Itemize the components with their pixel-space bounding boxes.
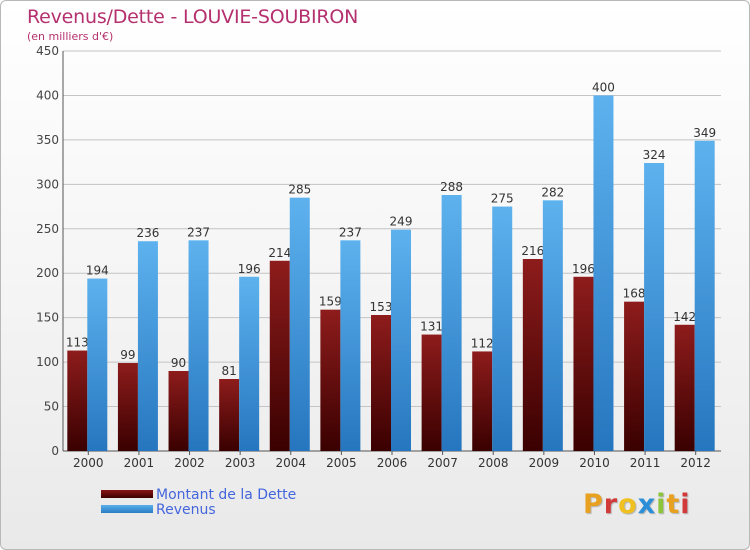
bar-revenus (694, 140, 715, 451)
y-tick-label: 200 (36, 266, 59, 280)
bar-revenus (87, 278, 108, 451)
bar-revenus (289, 197, 310, 451)
y-tick-label: 300 (36, 177, 59, 191)
legend-swatch-revenus (101, 505, 153, 513)
x-tick-label: 2002 (174, 456, 205, 470)
bar-revenus (644, 163, 665, 451)
data-label-revenus: 236 (136, 226, 159, 240)
bar-revenus (239, 276, 260, 451)
bar-revenus (137, 241, 158, 451)
data-label-revenus: 275 (491, 192, 514, 206)
chart-subtitle: (en milliers d'€) (27, 30, 114, 43)
bar-revenus (593, 95, 614, 451)
data-label-revenus: 282 (541, 185, 564, 199)
data-label-dette: 81 (222, 364, 237, 378)
x-tick-label: 2008 (478, 456, 509, 470)
y-tick-label: 250 (36, 222, 59, 236)
data-label-dette: 131 (420, 320, 443, 334)
data-label-dette: 113 (66, 336, 89, 350)
y-tick-label: 350 (36, 133, 59, 147)
bar-dette (522, 259, 543, 451)
bar-dette (320, 309, 341, 451)
data-label-dette: 196 (572, 262, 595, 276)
data-label-revenus: 196 (238, 262, 261, 276)
legend-label-dette: Montant de la Dette (156, 487, 297, 503)
data-label-dette: 142 (673, 310, 696, 324)
data-label-dette: 99 (120, 348, 135, 362)
data-label-dette: 112 (471, 336, 494, 350)
data-label-revenus: 288 (440, 180, 463, 194)
data-label-dette: 214 (268, 246, 291, 260)
bar-dette (674, 324, 695, 451)
y-tick-label: 50 (44, 400, 59, 414)
data-label-revenus: 324 (643, 148, 666, 162)
data-label-dette: 153 (370, 300, 393, 314)
y-tick-label: 450 (36, 44, 59, 58)
x-tick-label: 2010 (579, 456, 610, 470)
x-tick-label: 2003 (225, 456, 256, 470)
y-tick-label: 100 (36, 355, 59, 369)
x-tick-label: 2005 (326, 456, 357, 470)
data-label-dette: 90 (171, 356, 186, 370)
bar-revenus (542, 200, 563, 451)
bar-revenus (391, 229, 411, 451)
chart-title: Revenus/Dette - LOUVIE-SOUBIRON (27, 6, 359, 28)
bar-dette (67, 350, 88, 451)
legend-swatch-dette (101, 490, 153, 498)
x-tick-label: 2007 (427, 456, 458, 470)
bar-dette (472, 351, 493, 451)
y-tick-label: 400 (36, 88, 59, 102)
bar-revenus (492, 206, 513, 451)
x-tick-label: 2001 (124, 456, 155, 470)
bar-revenus (441, 195, 462, 451)
data-label-dette: 216 (521, 244, 544, 258)
data-label-revenus: 237 (339, 225, 362, 239)
proxiti-logo: Proxiti (583, 489, 691, 520)
data-label-dette: 168 (623, 287, 646, 301)
bar-dette (421, 334, 442, 451)
x-tick-label: 2000 (73, 456, 104, 470)
data-label-revenus: 285 (288, 183, 311, 197)
data-label-dette: 159 (319, 295, 342, 309)
x-tick-label: 2004 (275, 456, 306, 470)
bar-dette (624, 301, 645, 451)
x-tick-label: 2012 (680, 456, 711, 470)
data-label-revenus: 400 (592, 80, 615, 94)
bar-dette (117, 363, 138, 451)
data-label-revenus: 237 (187, 225, 210, 239)
data-label-revenus: 249 (390, 215, 413, 229)
data-label-revenus: 349 (693, 126, 716, 140)
bar-revenus (340, 240, 361, 451)
x-tick-label: 2011 (630, 456, 661, 470)
data-label-revenus: 194 (86, 264, 109, 278)
bar-dette (168, 371, 189, 451)
bar-dette (371, 315, 391, 451)
y-tick-label: 150 (36, 311, 59, 325)
bar-revenus (188, 240, 209, 451)
bar-dette (219, 379, 240, 451)
legend-label-revenus: Revenus (156, 502, 216, 518)
y-tick-label: 0 (51, 444, 59, 458)
bar-dette (269, 260, 290, 451)
bar-dette (573, 276, 594, 451)
x-tick-label: 2009 (529, 456, 560, 470)
x-tick-label: 2006 (377, 456, 408, 470)
